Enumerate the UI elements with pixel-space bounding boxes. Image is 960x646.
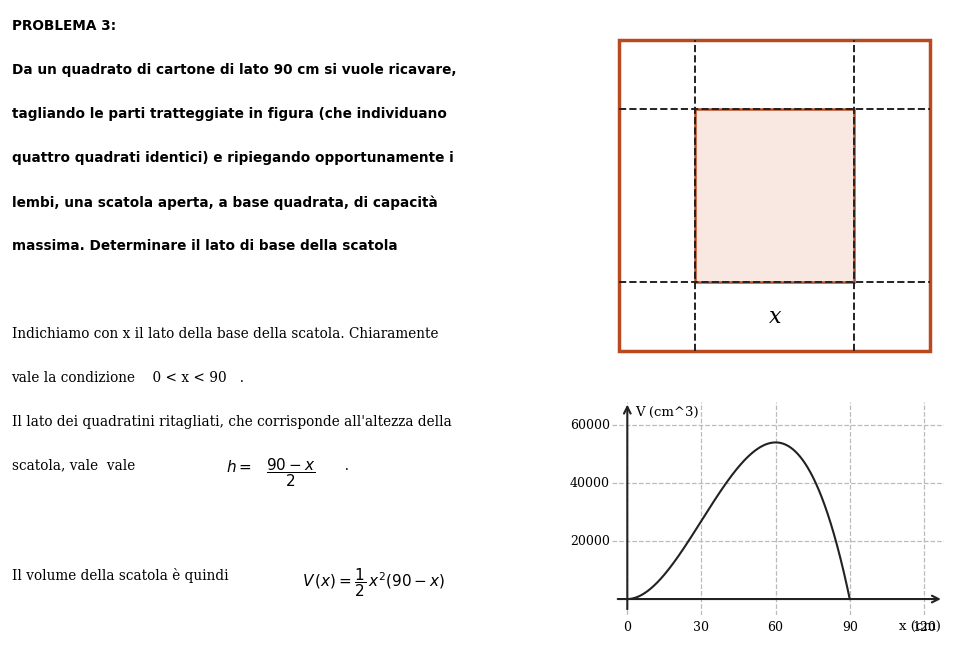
- Text: V (cm^3): V (cm^3): [635, 406, 698, 419]
- Text: Indichiamo con x il lato della base della scatola. Chiaramente: Indichiamo con x il lato della base dell…: [12, 327, 438, 341]
- Text: lembi, una scatola aperta, a base quadrata, di capacità: lembi, una scatola aperta, a base quadra…: [12, 195, 437, 209]
- Text: $h=$: $h=$: [226, 459, 252, 475]
- Text: 40000: 40000: [570, 477, 610, 490]
- Text: massima. Determinare il lato di base della scatola: massima. Determinare il lato di base del…: [12, 239, 397, 253]
- Text: vale la condizione    0 < x < 90   .: vale la condizione 0 < x < 90 .: [12, 371, 245, 385]
- Text: Il lato dei quadratini ritagliati, che corrisponde all'altezza della: Il lato dei quadratini ritagliati, che c…: [12, 415, 451, 429]
- Text: 60: 60: [768, 621, 783, 634]
- Bar: [695, 109, 854, 282]
- Text: tagliando le parti tratteggiate in figura (che individuano: tagliando le parti tratteggiate in figur…: [12, 107, 446, 121]
- Text: PROBLEMA 3:: PROBLEMA 3:: [12, 19, 115, 34]
- Text: 30: 30: [693, 621, 709, 634]
- Text: 0: 0: [623, 621, 632, 634]
- Text: Da un quadrato di cartone di lato 90 cm si vuole ricavare,: Da un quadrato di cartone di lato 90 cm …: [12, 63, 456, 78]
- Text: quattro quadrati identici) e ripiegando opportunamente i: quattro quadrati identici) e ripiegando …: [12, 151, 453, 165]
- Text: x (cm): x (cm): [900, 621, 941, 634]
- Text: $V\,(x)=\dfrac{1}{2}\,x^2(90-x)$: $V\,(x)=\dfrac{1}{2}\,x^2(90-x)$: [302, 567, 445, 599]
- Text: x: x: [768, 306, 781, 328]
- Text: Il volume della scatola è quindi: Il volume della scatola è quindi: [12, 568, 228, 583]
- Text: 20000: 20000: [570, 534, 610, 548]
- Text: 120: 120: [912, 621, 936, 634]
- Text: .: .: [336, 459, 349, 473]
- Text: 60000: 60000: [570, 419, 610, 432]
- Text: $\dfrac{90-x}{2}$: $\dfrac{90-x}{2}$: [266, 456, 315, 489]
- Text: scatola, vale  vale: scatola, vale vale: [12, 459, 134, 473]
- Text: 90: 90: [842, 621, 857, 634]
